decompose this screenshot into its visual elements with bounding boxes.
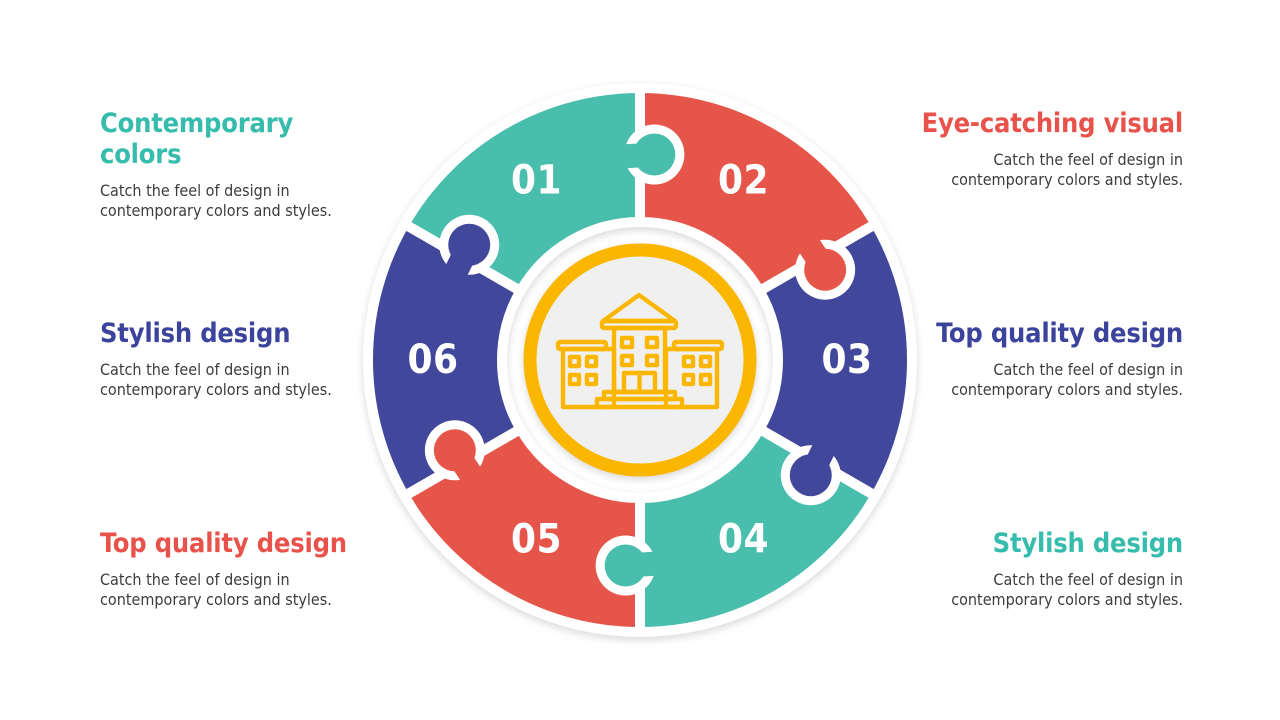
segment-number-01: 01	[511, 158, 562, 204]
feature-title: Stylish design	[992, 528, 1184, 559]
puzzle-knob	[804, 248, 847, 291]
puzzle-segment-03	[754, 219, 917, 501]
puzzle-knob	[433, 429, 476, 472]
feature-title: Top quality design	[936, 318, 1183, 349]
segment-number-06: 06	[407, 337, 458, 383]
segment-number-03: 03	[821, 337, 872, 383]
feature-title: Eye-catching visual	[921, 108, 1184, 139]
feature-description: Catch the feel of design in contemporary…	[951, 150, 1183, 189]
feature-description: Catch the feel of design in contemporary…	[951, 360, 1183, 399]
feature-title: Stylish design	[100, 318, 291, 349]
school-building-icon	[555, 292, 725, 410]
feature-block-top-quality-right: Top quality design Catch the feel of des…	[915, 318, 1183, 400]
puzzle-knob	[789, 454, 832, 497]
feature-block-top-quality-left: Top quality design Catch the feel of des…	[100, 528, 368, 610]
diagram-hub	[523, 243, 757, 477]
puzzle-knob	[633, 133, 676, 176]
feature-title: Contemporary colors	[100, 108, 294, 171]
segment-number-02: 02	[718, 158, 769, 204]
feature-description: Catch the feel of design in contemporary…	[100, 360, 332, 399]
puzzle-knob	[604, 544, 647, 587]
feature-block-contemporary-colors: Contemporary colors Catch the feel of de…	[100, 108, 368, 221]
feature-description: Catch the feel of design in contemporary…	[100, 570, 332, 609]
feature-block-stylish-design-left: Stylish design Catch the feel of design …	[100, 318, 368, 400]
segment-number-04: 04	[718, 516, 769, 562]
puzzle-knob	[448, 223, 491, 266]
feature-description: Catch the feel of design in contemporary…	[951, 570, 1183, 609]
hub-circle	[523, 243, 757, 477]
feature-description: Catch the feel of design in contemporary…	[100, 181, 332, 220]
feature-block-stylish-design-right: Stylish design Catch the feel of design …	[915, 528, 1183, 610]
feature-title: Top quality design	[100, 528, 347, 559]
segment-number-05: 05	[511, 516, 562, 562]
feature-block-eye-catching-visual: Eye-catching visual Catch the feel of de…	[915, 108, 1184, 190]
puzzle-segment-06	[363, 219, 526, 501]
